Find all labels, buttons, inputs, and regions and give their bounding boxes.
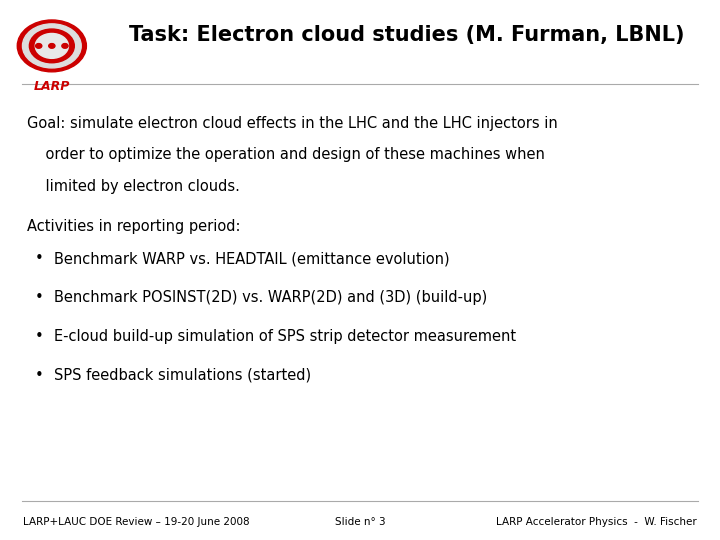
Text: Activities in reporting period:: Activities in reporting period: bbox=[27, 219, 241, 234]
Text: limited by electron clouds.: limited by electron clouds. bbox=[27, 179, 240, 194]
Text: Task: Electron cloud studies (M. Furman, LBNL): Task: Electron cloud studies (M. Furman,… bbox=[129, 25, 685, 45]
Text: LARP: LARP bbox=[34, 80, 70, 93]
Text: Goal: simulate electron cloud effects in the LHC and the LHC injectors in: Goal: simulate electron cloud effects in… bbox=[27, 116, 558, 131]
Text: Benchmark POSINST(2D) vs. WARP(2D) and (3D) (build-up): Benchmark POSINST(2D) vs. WARP(2D) and (… bbox=[54, 290, 487, 305]
Text: •: • bbox=[35, 368, 44, 383]
Circle shape bbox=[49, 44, 55, 48]
Text: Benchmark WARP vs. HEADTAIL (emittance evolution): Benchmark WARP vs. HEADTAIL (emittance e… bbox=[54, 251, 449, 266]
Text: •: • bbox=[35, 251, 44, 266]
Circle shape bbox=[17, 20, 86, 72]
Text: •: • bbox=[35, 329, 44, 344]
Circle shape bbox=[35, 44, 42, 48]
Text: E-cloud build-up simulation of SPS strip detector measurement: E-cloud build-up simulation of SPS strip… bbox=[54, 329, 516, 344]
Text: •: • bbox=[35, 290, 44, 305]
Text: LARP+LAUC DOE Review – 19-20 June 2008: LARP+LAUC DOE Review – 19-20 June 2008 bbox=[23, 517, 250, 527]
Text: LARP Accelerator Physics  -  W. Fischer: LARP Accelerator Physics - W. Fischer bbox=[496, 517, 697, 527]
Text: order to optimize the operation and design of these machines when: order to optimize the operation and desi… bbox=[27, 147, 545, 163]
Text: SPS feedback simulations (started): SPS feedback simulations (started) bbox=[54, 368, 311, 383]
Circle shape bbox=[30, 29, 74, 63]
Text: Slide n° 3: Slide n° 3 bbox=[335, 517, 385, 527]
Circle shape bbox=[35, 33, 68, 58]
Circle shape bbox=[62, 44, 68, 48]
Circle shape bbox=[22, 24, 81, 68]
